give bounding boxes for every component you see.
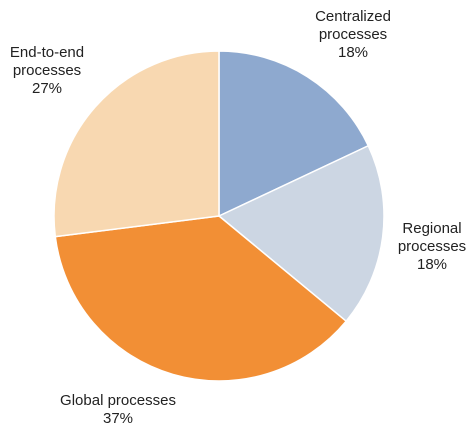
slice-label-line: processes (398, 238, 466, 255)
slice-label-line: 18% (338, 44, 368, 61)
slice-label-line: processes (319, 26, 387, 43)
pie-labels: Centralized processes 18%Regional processes… (10, 8, 466, 427)
slice-label-line: processes (13, 62, 81, 79)
slice-label-line: 18% (417, 256, 447, 273)
slice-label-regional-processes: Regional processes 18% (398, 220, 466, 273)
slice-label-line: End-to-end (10, 44, 84, 61)
slice-label-line: Centralized (315, 8, 391, 25)
slice-label-global-processes: Global processes 37% (60, 392, 176, 427)
slice-label-line: 37% (103, 410, 133, 427)
pie-slices (53, 50, 385, 382)
pie-slice-centralized-processes (218, 50, 370, 217)
slice-label-centralized-processes: Centralized processes 18% (315, 8, 391, 61)
pie-slice-end-to-end-processes (53, 50, 220, 238)
slice-label-line: Regional (402, 220, 461, 237)
slice-label-line: Global processes (60, 392, 176, 409)
slice-label-line: 27% (32, 80, 62, 97)
pie-slice-global-processes (54, 215, 347, 382)
pie-slice-regional-processes (218, 145, 385, 322)
slice-label-end-to-end-processes: End-to-end processes 27% (10, 44, 84, 97)
